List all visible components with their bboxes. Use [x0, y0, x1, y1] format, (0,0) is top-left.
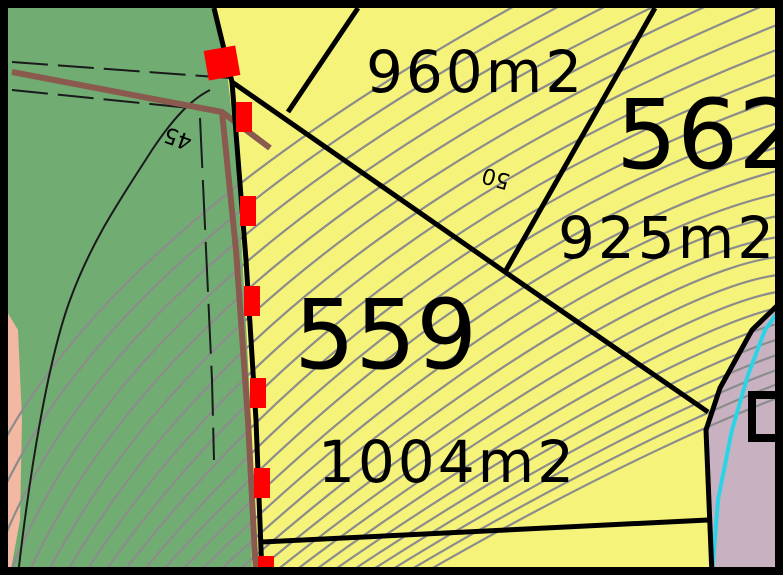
contour-line: [157, 144, 783, 575]
contour-line: [363, 351, 783, 575]
survey-marker: [236, 102, 252, 132]
contour-line: [214, 214, 783, 575]
boundary-960-562: [502, 6, 658, 274]
contour-line: [326, 321, 783, 575]
lot-559-number: 559: [294, 279, 477, 391]
boundary-east: [703, 298, 783, 575]
contour-line: [82, 46, 783, 575]
contour-line: [345, 336, 783, 575]
easement-dashed-line-c: [199, 117, 215, 461]
contour-line: [120, 95, 783, 575]
lot-559-area: 1004m2: [318, 428, 577, 496]
contour-line: [101, 71, 783, 575]
reserve-contour-dark: [17, 89, 211, 575]
survey-marker: [250, 378, 266, 408]
lilac-parcel: [706, 300, 783, 575]
lot-562-area: 925m2: [558, 204, 777, 272]
contour-line: [45, 0, 780, 575]
lot-960-area: 960m2: [366, 38, 585, 106]
reserve-green-area: [0, 0, 252, 575]
contour-line: [270, 273, 783, 575]
contour-line: [307, 305, 783, 575]
contour-line: [419, 394, 783, 575]
survey-marker: [240, 196, 256, 226]
contour-line: [232, 235, 783, 575]
lot-562-number: 562: [616, 79, 783, 191]
road-edge-vertical: [219, 111, 259, 575]
contour-line: [26, 0, 723, 575]
boundary-960-north: [285, 6, 361, 114]
cyan-watercourse-line: [710, 303, 783, 575]
easement-dashed-line-a: [11, 61, 231, 79]
survey-marker: [203, 45, 241, 81]
contour-line: [288, 290, 783, 575]
partial-lot-glyph: [748, 391, 783, 442]
survey-marker: [244, 286, 260, 316]
survey-marker: [254, 468, 270, 498]
contour-line: [401, 380, 783, 575]
contour-line: [139, 120, 783, 575]
easement-dashed-line-b: [11, 89, 211, 111]
contour-line: [195, 191, 783, 575]
contour-line: [64, 21, 783, 575]
contour-line: [382, 366, 783, 575]
boundary-south: [261, 517, 709, 545]
